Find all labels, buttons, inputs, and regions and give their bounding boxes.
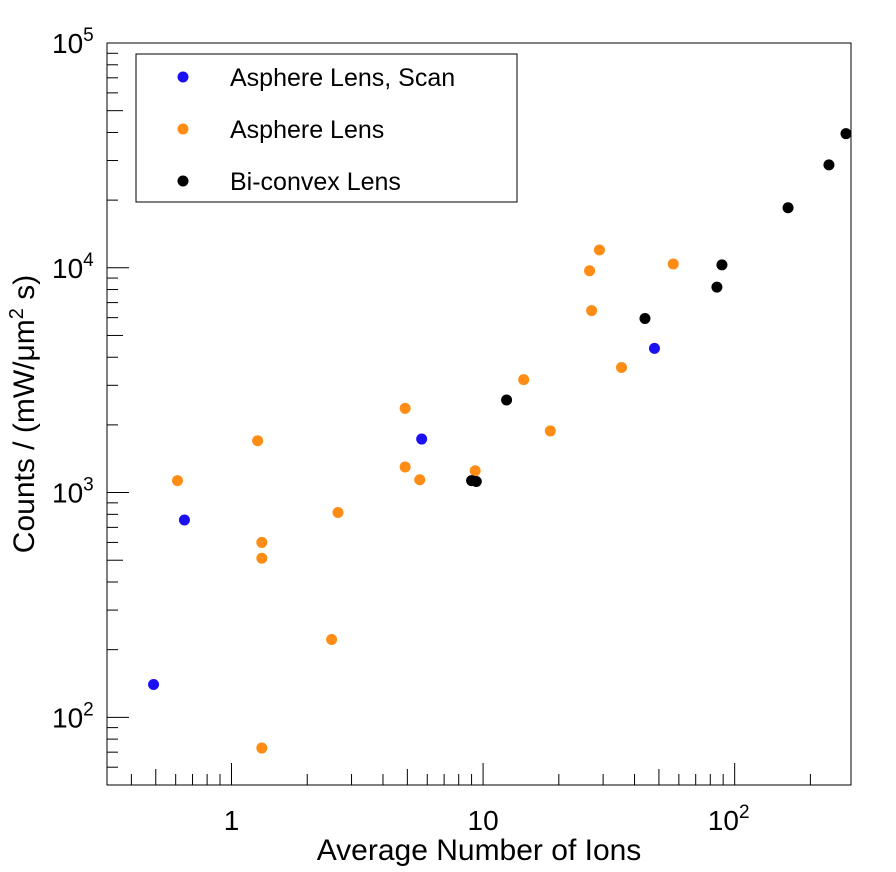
- plot-frame: [106, 42, 852, 786]
- data-point: [332, 507, 344, 519]
- legend-label: Bi-convex Lens: [230, 168, 401, 196]
- data-point: [648, 342, 660, 354]
- data-point: [178, 514, 190, 526]
- y-axis-label-end: s): [8, 275, 41, 308]
- data-point: [414, 474, 426, 486]
- x-axis-label: Average Number of Ions: [317, 834, 642, 867]
- data-point: [823, 159, 835, 171]
- data-point: [416, 433, 428, 445]
- legend-label: Asphere Lens, Scan: [230, 64, 455, 92]
- y-minor-ticks: [107, 42, 129, 786]
- y-axis-label-sup: 2: [6, 308, 28, 319]
- x-tick-labels: 1 10 102: [224, 802, 750, 836]
- data-points: [148, 128, 852, 754]
- data-point: [256, 742, 268, 754]
- data-point: [399, 461, 411, 473]
- data-point: [711, 281, 723, 293]
- legend: Asphere Lens, Scan Asphere Lens Bi-convex …: [135, 53, 518, 203]
- data-point: [586, 305, 598, 317]
- data-point: [518, 374, 530, 386]
- data-point: [584, 265, 596, 277]
- legend-marker: [177, 175, 189, 187]
- y-tick-label: 104: [52, 250, 94, 284]
- data-point: [469, 465, 481, 477]
- x-tick-label: 102: [708, 802, 750, 836]
- data-point: [326, 633, 338, 645]
- y-axis-label: Counts / (mW/μm2 s): [6, 275, 41, 553]
- data-point: [616, 362, 628, 374]
- y-tick-label: 105: [52, 25, 94, 59]
- y-tick-labels: 102 103 104 105: [52, 25, 94, 733]
- data-point: [256, 552, 268, 564]
- data-point: [639, 312, 651, 324]
- legend-label: Asphere Lens: [230, 116, 384, 144]
- x-tick-label: 10: [468, 805, 499, 836]
- data-point: [501, 394, 513, 406]
- data-point: [782, 202, 794, 214]
- x-minor-ticks: [130, 763, 811, 785]
- legend-items: Asphere Lens, Scan Asphere Lens Bi-convex …: [177, 64, 455, 196]
- x-tick-label: 1: [224, 805, 240, 836]
- y-tick-label: 102: [52, 699, 94, 733]
- data-point: [148, 678, 160, 690]
- data-point: [716, 259, 728, 271]
- y-tick-label: 103: [52, 475, 94, 509]
- legend-marker: [177, 123, 189, 135]
- data-point: [470, 475, 482, 487]
- data-point: [593, 244, 605, 256]
- y-axis-label-main: Counts / (mW/μm: [8, 319, 41, 553]
- data-point: [256, 536, 268, 548]
- data-point: [252, 435, 264, 447]
- legend-marker: [177, 71, 189, 83]
- data-point: [544, 425, 556, 437]
- legend-box: [135, 53, 518, 203]
- data-point: [171, 475, 183, 487]
- data-point: [667, 258, 679, 270]
- data-point: [399, 402, 411, 414]
- data-point: [840, 128, 852, 140]
